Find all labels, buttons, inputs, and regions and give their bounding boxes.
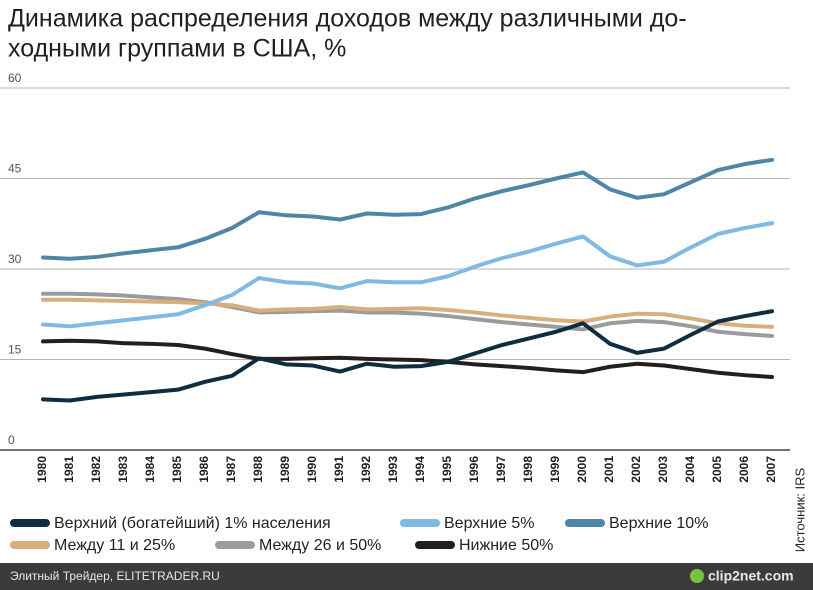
series-line bbox=[41, 291, 774, 338]
chart-title: Динамика распределения доходов между раз… bbox=[8, 5, 687, 33]
legend-label: Верхний (богатейший) 1% населения bbox=[54, 515, 331, 532]
x-tick-label: 1985 bbox=[170, 456, 184, 483]
x-tick-label: 1997 bbox=[494, 456, 508, 483]
series-line bbox=[41, 297, 774, 329]
x-tick-label: 2006 bbox=[737, 456, 751, 483]
series-line bbox=[41, 157, 774, 261]
x-tick-label: 1993 bbox=[386, 456, 400, 483]
x-tick-label: 1981 bbox=[62, 456, 76, 483]
x-tick-label: 2000 bbox=[575, 456, 589, 483]
x-tick-label: 2007 bbox=[764, 456, 778, 483]
legend-label: Верхние 5% bbox=[444, 515, 535, 532]
x-tick-label: 2005 bbox=[710, 456, 724, 483]
logo-icon bbox=[690, 569, 704, 583]
x-tick-label: 1982 bbox=[89, 456, 103, 483]
x-tick-label: 1988 bbox=[251, 456, 265, 483]
x-tick-label: 1992 bbox=[359, 456, 373, 483]
x-tick-label: 1983 bbox=[116, 456, 130, 483]
legend-label: Нижние 50% bbox=[459, 537, 553, 554]
x-tick-label: 1980 bbox=[35, 456, 49, 483]
x-tick-label: 1987 bbox=[224, 456, 238, 483]
series-line bbox=[41, 221, 774, 329]
legend-label: Верхние 10% bbox=[609, 515, 708, 532]
x-tick-label: 2004 bbox=[683, 456, 697, 483]
y-tick-label: 45 bbox=[8, 162, 22, 176]
x-tick-label: 2001 bbox=[602, 456, 616, 483]
series-line bbox=[41, 309, 774, 403]
y-tick-label: 15 bbox=[8, 343, 22, 357]
x-tick-label: 1990 bbox=[305, 456, 319, 483]
series-line bbox=[41, 338, 774, 379]
x-tick-label: 2003 bbox=[656, 456, 670, 483]
source: Источник: IRS bbox=[792, 467, 807, 552]
x-tick-label: 2002 bbox=[629, 456, 643, 483]
legend-label: Между 11 и 25% bbox=[54, 537, 175, 554]
x-tick-label: 1991 bbox=[332, 456, 346, 483]
x-tick-label: 1996 bbox=[467, 456, 481, 483]
footer-bar bbox=[0, 563, 813, 590]
chart-title: ходными группами в США, % bbox=[8, 35, 346, 63]
x-tick-label: 1999 bbox=[548, 456, 562, 483]
x-tick-label: 1998 bbox=[521, 456, 535, 483]
y-tick-label: 30 bbox=[8, 252, 22, 266]
x-tick-label: 1994 bbox=[413, 456, 427, 483]
x-tick-label: 1986 bbox=[197, 456, 211, 483]
footer-logo: clip2net.com bbox=[708, 568, 794, 584]
x-tick-label: 1989 bbox=[278, 456, 292, 483]
footer-text: Элитный Трейдер, ELITETRADER.RU bbox=[10, 569, 220, 583]
legend-label: Между 26 и 50% bbox=[259, 537, 381, 554]
x-tick-label: 1995 bbox=[440, 456, 454, 483]
y-tick-label: 0 bbox=[8, 433, 15, 447]
y-tick-label: 60 bbox=[8, 71, 22, 85]
x-tick-label: 1984 bbox=[143, 456, 157, 483]
